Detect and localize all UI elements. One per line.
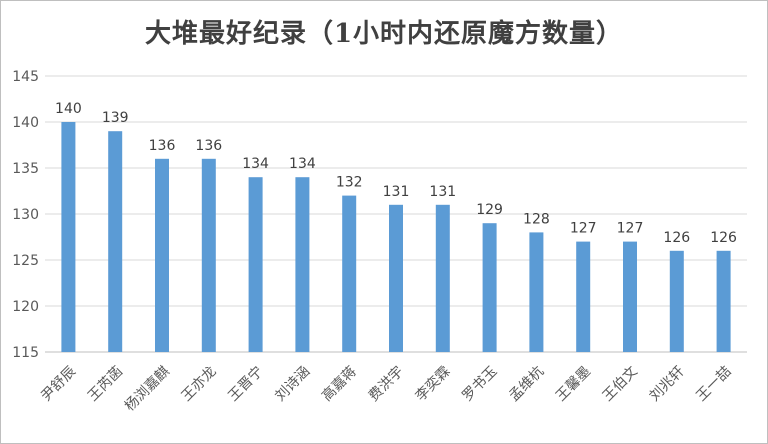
bar	[669, 250, 684, 352]
data-label: 139	[102, 110, 129, 126]
data-label: 126	[663, 230, 690, 246]
x-tick-label: 李奕霖	[413, 364, 454, 405]
x-tick-label: 高嘉蒋	[318, 363, 360, 405]
data-label: 140	[55, 101, 82, 117]
y-tick-label: 125	[12, 253, 39, 269]
bar	[576, 241, 591, 352]
bar	[716, 250, 731, 352]
x-tick-label: 王一喆	[693, 364, 734, 405]
bar	[623, 241, 637, 352]
data-label: 136	[195, 138, 222, 154]
x-tick-label: 王伯文	[600, 364, 641, 405]
x-tick-label: 刘诗涵	[272, 364, 313, 405]
data-label: 131	[429, 184, 456, 200]
data-label: 132	[336, 175, 363, 191]
x-tick-label: 刘兆轩	[647, 364, 688, 405]
data-label: 127	[617, 221, 644, 237]
y-tick-label: 130	[12, 207, 39, 223]
bar	[342, 195, 357, 352]
data-label: 136	[149, 138, 176, 154]
bar	[61, 122, 76, 352]
x-tick-label: 杨浏嘉麒	[122, 364, 173, 415]
x-tick-label: 王芮菡	[84, 363, 126, 405]
data-label: 126	[710, 230, 737, 246]
y-tick-label: 145	[12, 69, 39, 85]
y-tick-label: 135	[12, 161, 39, 177]
y-tick-label: 120	[12, 299, 39, 315]
x-tick-label: 王晋宁	[225, 363, 267, 405]
y-tick-label: 140	[12, 115, 39, 131]
bar	[435, 204, 450, 352]
x-tick-label: 尹舒辰	[38, 364, 79, 405]
x-tick-label: 王馨墨	[553, 364, 594, 405]
data-label: 134	[289, 156, 316, 172]
bar	[248, 177, 263, 352]
bar	[201, 158, 216, 352]
x-tick-label: 费洪宇	[366, 364, 407, 405]
bar	[482, 223, 497, 352]
data-label: 131	[383, 184, 410, 200]
bar	[295, 177, 310, 352]
x-tick-label: 孟维杭	[506, 364, 547, 405]
bar	[155, 158, 169, 352]
y-tick-label: 115	[12, 345, 39, 361]
bar	[389, 204, 403, 352]
data-label: 134	[242, 156, 269, 172]
bar	[529, 232, 544, 352]
data-label: 128	[523, 211, 550, 227]
bar	[108, 131, 123, 352]
chart-title: 大堆最好纪录（1小时内还原魔方数量）	[144, 19, 624, 49]
x-tick-label: 王亦龙	[179, 364, 220, 405]
data-label: 127	[570, 221, 597, 237]
data-label: 129	[476, 202, 503, 218]
x-tick-label: 罗书玉	[459, 364, 500, 405]
